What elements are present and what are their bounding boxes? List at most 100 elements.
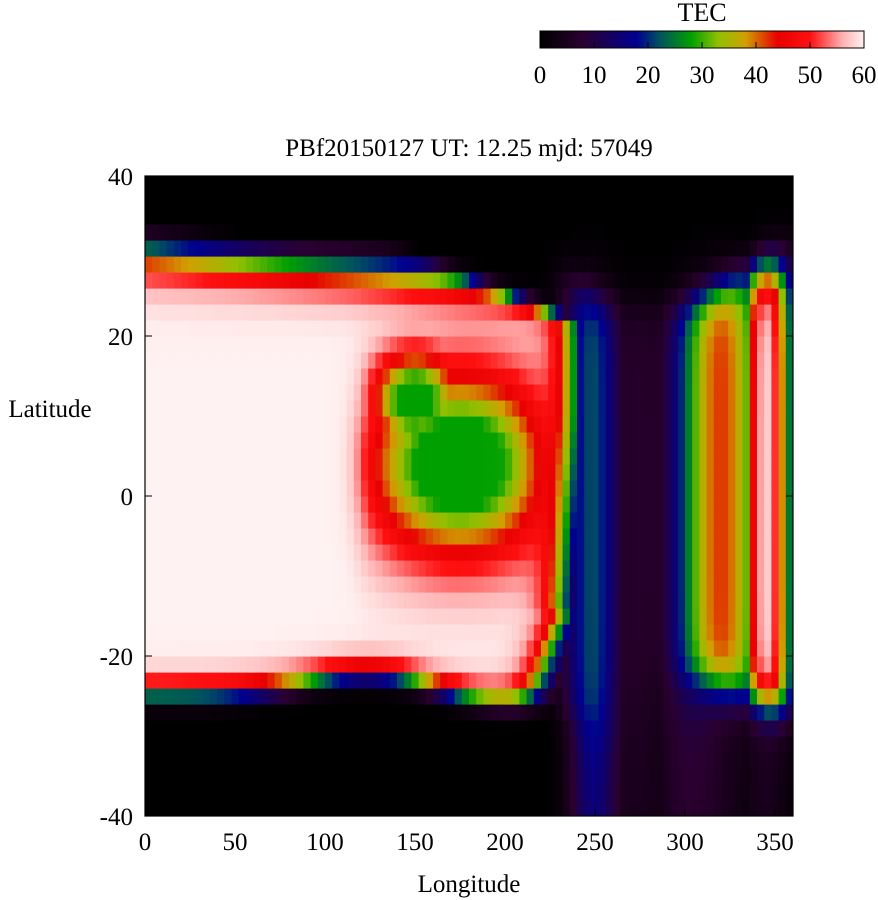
heatmap-cell bbox=[591, 352, 600, 369]
heatmap-cell bbox=[389, 288, 398, 305]
heatmap-cell bbox=[562, 800, 571, 816]
heatmap-cell bbox=[397, 736, 405, 753]
heatmap-cell bbox=[778, 800, 787, 816]
heatmap-cell bbox=[339, 352, 348, 369]
heatmap-cell bbox=[742, 368, 751, 385]
heatmap-cell bbox=[584, 752, 592, 769]
heatmap-cell bbox=[505, 512, 513, 529]
heatmap-cell bbox=[541, 752, 549, 769]
heatmap-cell bbox=[440, 432, 448, 449]
heatmap-cell bbox=[497, 768, 506, 785]
heatmap-cell bbox=[195, 240, 204, 257]
heatmap-cell bbox=[181, 336, 189, 353]
heatmap-cell bbox=[706, 752, 715, 769]
heatmap-cell bbox=[692, 352, 700, 369]
heatmap-cell bbox=[296, 192, 304, 209]
heatmap-cell bbox=[721, 576, 729, 593]
heatmap-cell bbox=[346, 496, 355, 513]
heatmap-cell bbox=[209, 192, 218, 209]
heatmap-cell bbox=[361, 368, 369, 385]
heatmap-cell bbox=[555, 416, 564, 433]
heatmap-cell bbox=[281, 528, 290, 545]
heatmap-cell bbox=[346, 208, 355, 225]
heatmap-cell bbox=[461, 640, 470, 657]
heatmap-cell bbox=[195, 384, 204, 401]
heatmap-cell bbox=[677, 528, 686, 545]
heatmap-cell bbox=[713, 400, 722, 417]
heatmap-cell bbox=[152, 512, 160, 529]
heatmap-cell bbox=[785, 800, 793, 816]
heatmap-cell bbox=[368, 544, 376, 561]
heatmap-cell bbox=[785, 256, 793, 273]
heatmap-cell bbox=[663, 640, 672, 657]
heatmap-cell bbox=[368, 176, 376, 193]
heatmap-cell bbox=[217, 416, 225, 433]
heatmap-cell bbox=[281, 240, 290, 257]
heatmap-cell bbox=[692, 240, 700, 257]
heatmap-cell bbox=[425, 208, 434, 225]
heatmap-cell bbox=[706, 688, 715, 705]
heatmap-cell bbox=[353, 592, 362, 609]
heatmap-cell bbox=[260, 640, 268, 657]
heatmap-cell bbox=[238, 480, 247, 497]
heatmap-cell bbox=[620, 480, 628, 497]
heatmap-cell bbox=[613, 208, 621, 225]
heatmap-cell bbox=[778, 608, 787, 625]
heatmap-cell bbox=[505, 560, 513, 577]
heatmap-cell bbox=[166, 288, 175, 305]
heatmap-cell bbox=[512, 560, 520, 577]
heatmap-cell bbox=[188, 288, 196, 305]
heatmap-cell bbox=[757, 464, 765, 481]
heatmap-cell bbox=[627, 640, 636, 657]
heatmap-cell bbox=[317, 528, 326, 545]
heatmap-cell bbox=[253, 640, 261, 657]
heatmap-cell bbox=[497, 416, 506, 433]
heatmap-cell bbox=[217, 192, 225, 209]
heatmap-cell bbox=[483, 336, 492, 353]
heatmap-cell bbox=[591, 272, 600, 289]
heatmap-cell bbox=[735, 496, 744, 513]
heatmap-cell bbox=[368, 320, 376, 337]
heatmap-cell bbox=[649, 544, 657, 561]
heatmap-cell bbox=[483, 352, 492, 369]
heatmap-cell bbox=[742, 560, 751, 577]
heatmap-cell bbox=[202, 752, 211, 769]
heatmap-cell bbox=[512, 736, 520, 753]
heatmap-cell bbox=[454, 720, 463, 737]
heatmap-cell bbox=[591, 176, 600, 193]
heatmap-cell bbox=[505, 272, 513, 289]
heatmap-cell bbox=[181, 576, 189, 593]
heatmap-cell bbox=[202, 784, 211, 801]
heatmap-cell bbox=[296, 688, 304, 705]
heatmap-cell bbox=[152, 480, 160, 497]
heatmap-cell bbox=[757, 592, 765, 609]
heatmap-cell bbox=[649, 448, 657, 465]
heatmap-cell bbox=[569, 208, 578, 225]
heatmap-cell bbox=[404, 640, 412, 657]
heatmap-cell bbox=[411, 464, 420, 481]
heatmap-cell bbox=[310, 256, 319, 273]
heatmap-cell bbox=[260, 224, 268, 241]
heatmap-cell bbox=[289, 544, 297, 561]
heatmap-cell bbox=[512, 192, 520, 209]
heatmap-cell bbox=[209, 368, 218, 385]
heatmap-cell bbox=[411, 720, 420, 737]
heatmap-cell bbox=[548, 320, 556, 337]
heatmap-cell bbox=[267, 576, 276, 593]
heatmap-cell bbox=[735, 800, 744, 816]
heatmap-cell bbox=[260, 576, 268, 593]
heatmap-cell bbox=[735, 464, 744, 481]
heatmap-cell bbox=[425, 768, 434, 785]
heatmap-cell bbox=[375, 448, 384, 465]
heatmap-cell bbox=[548, 400, 556, 417]
heatmap-cell bbox=[519, 256, 528, 273]
heatmap-cell bbox=[778, 464, 787, 481]
heatmap-cell bbox=[663, 800, 672, 816]
heatmap-cell bbox=[699, 496, 708, 513]
heatmap-cell bbox=[483, 608, 492, 625]
heatmap-cell bbox=[195, 544, 204, 561]
heatmap-cell bbox=[526, 432, 535, 449]
heatmap-cell bbox=[620, 544, 628, 561]
heatmap-cell bbox=[461, 592, 470, 609]
heatmap-cell bbox=[605, 272, 614, 289]
